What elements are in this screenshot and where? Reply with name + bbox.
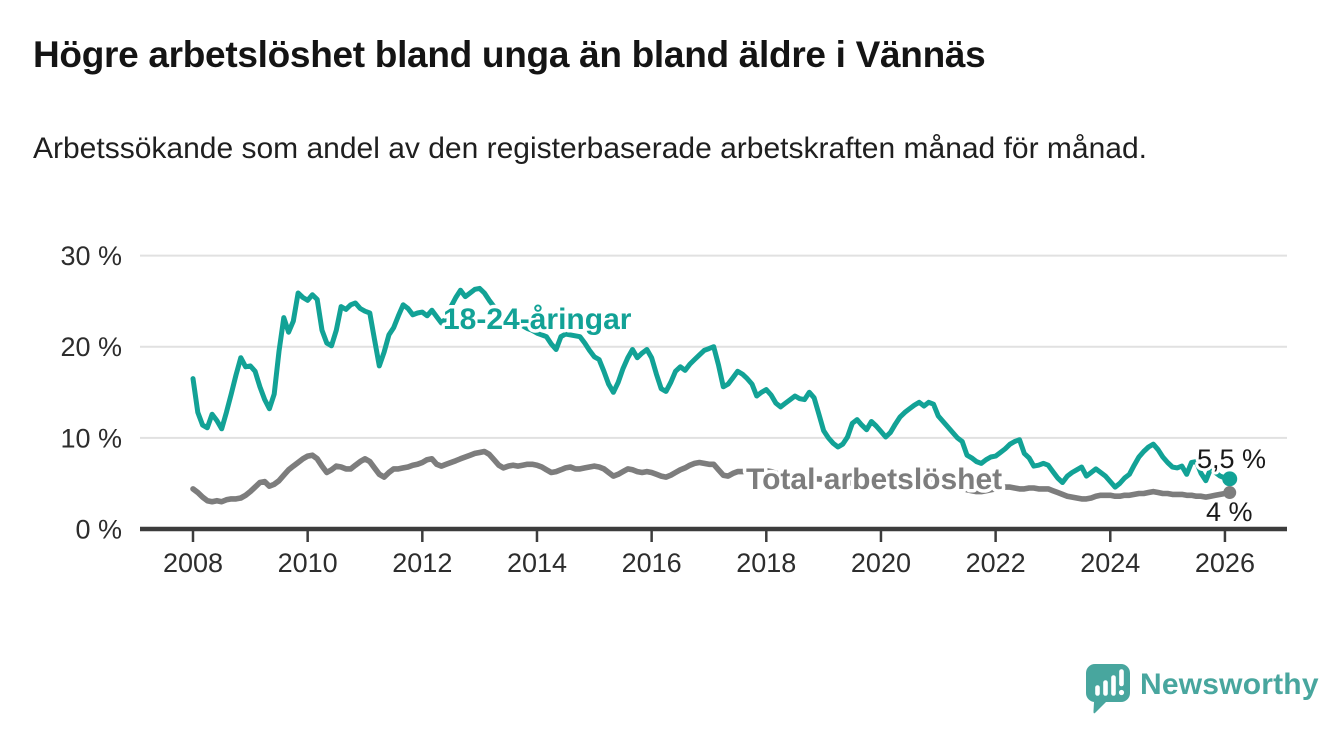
series-line-total [190, 448, 1233, 505]
end-value-label-youth: 5,5 % [1197, 444, 1266, 474]
end-value-label-total: 4 % [1206, 497, 1253, 527]
logo-exclamation-dot [1118, 689, 1125, 696]
series-end-dot-youth [1222, 471, 1238, 487]
newsworthy-brand: Newsworthy [1085, 656, 1319, 714]
x-tick-label: 2014 [507, 548, 567, 578]
x-tick-label: 2012 [392, 548, 452, 578]
x-tick-label: 2016 [622, 548, 682, 578]
series-label-youth: 18-24-åringar [443, 303, 632, 336]
chart-subtitle: Arbetssökande som andel av den registerb… [33, 132, 1147, 165]
x-tick-label: 2018 [736, 548, 796, 578]
y-tick-label: 30 % [60, 241, 122, 271]
x-tick-label: 2020 [851, 548, 911, 578]
series-end-dot-total [1223, 486, 1237, 500]
page-title: Högre arbetslöshet bland unga än bland ä… [33, 34, 986, 75]
brand-name: Newsworthy [1140, 668, 1319, 701]
logo-bar-chart-glyph [1095, 669, 1124, 696]
x-tick-label: 2008 [163, 548, 223, 578]
series-label-total: Total arbetslöshet [746, 463, 1002, 496]
x-tick-label: 2022 [966, 548, 1026, 578]
speech-bubble-shape [1086, 664, 1130, 714]
x-tick-label: 2024 [1080, 548, 1140, 578]
series-line-youth [190, 285, 1233, 490]
x-tick-label: 2026 [1195, 548, 1255, 578]
y-tick-label: 20 % [60, 332, 122, 362]
newsworthy-logo-icon [1086, 664, 1130, 714]
y-tick-label: 0 % [75, 515, 122, 545]
x-tick-label: 2010 [278, 548, 338, 578]
y-tick-label: 10 % [60, 423, 122, 453]
